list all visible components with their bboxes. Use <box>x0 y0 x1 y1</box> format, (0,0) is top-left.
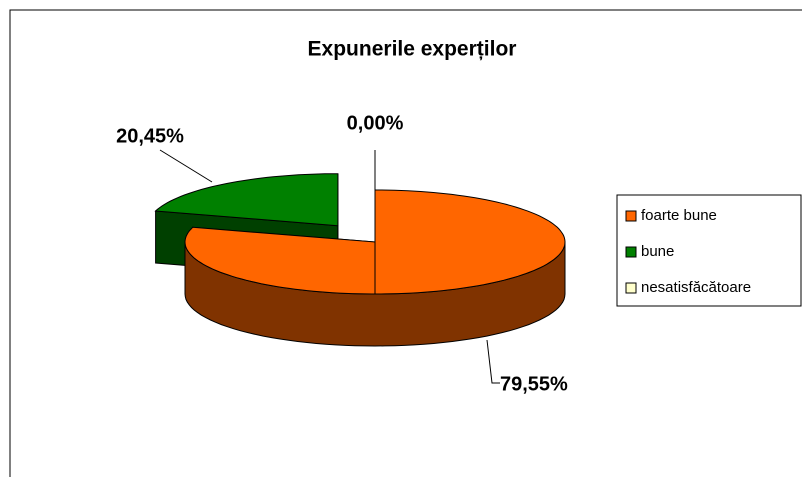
data-label: 0,00% <box>347 112 404 134</box>
legend-label: foarte bune <box>641 207 717 224</box>
leader-line <box>159 149 213 183</box>
chart-title: Expunerile experților <box>308 38 517 61</box>
legend-swatch <box>625 282 637 294</box>
data-label: 20,45% <box>116 125 184 147</box>
leader-line <box>486 339 500 384</box>
legend-swatch <box>625 246 637 258</box>
chart-frame <box>9 9 802 477</box>
legend-label: nesatisfăcătoare <box>641 279 751 296</box>
legend-label: bune <box>641 243 674 260</box>
slice-top <box>154 173 339 227</box>
legend-box <box>616 194 802 307</box>
data-label: 79,55% <box>500 373 568 395</box>
legend-swatch <box>625 210 637 222</box>
